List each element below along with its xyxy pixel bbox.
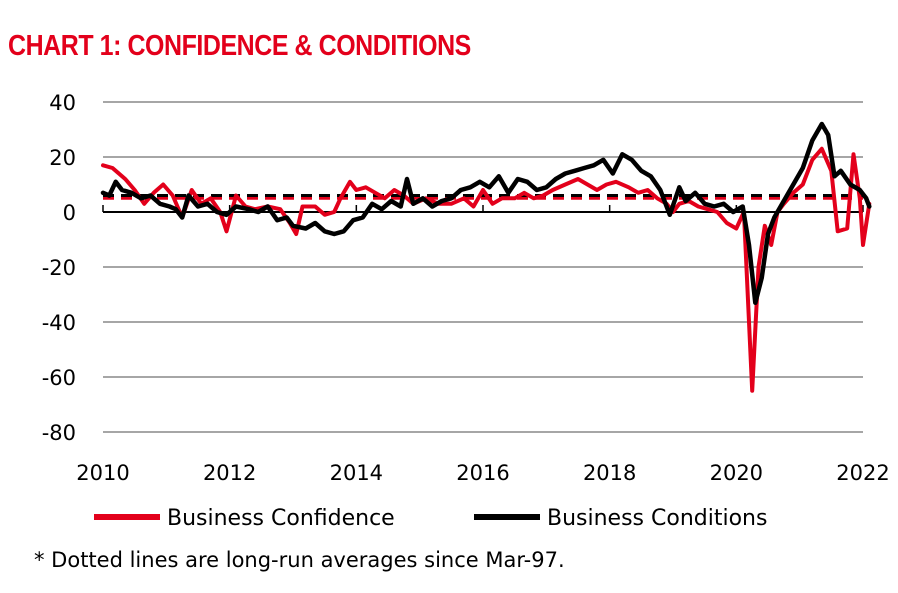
- y-tick-label: -80: [42, 421, 76, 445]
- x-tick-label: 2016: [456, 461, 509, 485]
- series-line-business-conditions: [100, 121, 872, 306]
- y-tick-label: 0: [63, 201, 76, 225]
- y-tick-label: -40: [42, 311, 76, 335]
- data-series: [100, 121, 872, 393]
- y-axis-ticks: 40 20 0 -20 -40 -60 -80: [42, 91, 76, 445]
- legend-label-conditions: Business Conditions: [547, 506, 767, 531]
- series-line-business-confidence: [101, 146, 872, 393]
- y-tick-label: -60: [42, 366, 76, 390]
- y-tick-label: 40: [49, 91, 76, 115]
- gridlines: [103, 101, 863, 433]
- x-tick-label: 2022: [836, 461, 889, 485]
- x-tick-label: 2014: [330, 461, 383, 485]
- legend: Business Confidence Business Conditions: [94, 506, 767, 531]
- chart-title: CHART 1: CONFIDENCE & CONDITIONS: [8, 30, 471, 62]
- legend-label-confidence: Business Confidence: [167, 506, 395, 531]
- footnote: * Dotted lines are long-run averages sin…: [34, 548, 565, 572]
- y-tick-label: 20: [49, 146, 76, 170]
- x-axis-ticks: 2010 2012 2014 2016 2018 2020 2022: [76, 205, 890, 485]
- x-tick-label: 2020: [710, 461, 763, 485]
- long-run-average-lines: [103, 194, 863, 200]
- y-tick-label: -20: [42, 256, 76, 280]
- x-tick-label: 2010: [76, 461, 129, 485]
- x-tick-label: 2018: [583, 461, 636, 485]
- x-tick-label: 2012: [203, 461, 256, 485]
